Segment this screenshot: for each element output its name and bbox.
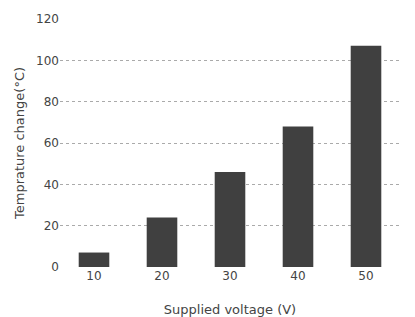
svg-text:40: 40 xyxy=(44,178,59,192)
svg-text:0: 0 xyxy=(51,260,59,274)
svg-text:30: 30 xyxy=(222,269,237,283)
svg-text:60: 60 xyxy=(44,136,59,150)
svg-text:120: 120 xyxy=(36,12,59,26)
svg-text:Supplied voltage (V): Supplied voltage (V) xyxy=(164,302,296,317)
svg-text:80: 80 xyxy=(44,95,59,109)
svg-text:Temprature change(°C): Temprature change(°C) xyxy=(12,67,27,220)
svg-text:50: 50 xyxy=(358,269,373,283)
svg-text:40: 40 xyxy=(290,269,305,283)
svg-text:100: 100 xyxy=(36,54,59,68)
svg-text:20: 20 xyxy=(44,219,59,233)
svg-text:20: 20 xyxy=(154,269,169,283)
svg-text:10: 10 xyxy=(86,269,101,283)
